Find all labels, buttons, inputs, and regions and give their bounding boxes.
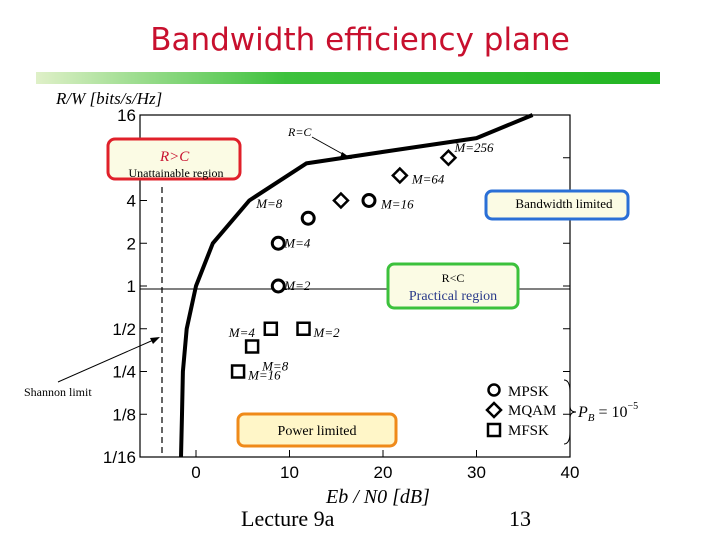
curve-label-arrowhead bbox=[340, 152, 352, 159]
page-number: 13 bbox=[509, 506, 531, 531]
mpsk-point-label: M=4 bbox=[283, 235, 311, 250]
practical-region-box bbox=[386, 262, 520, 310]
practical-title: R<C bbox=[442, 271, 465, 285]
mpsk-marker bbox=[270, 235, 286, 251]
title-rule bbox=[36, 72, 660, 84]
mqam-point-label: M=64 bbox=[411, 171, 445, 186]
practical-text: Practical region bbox=[409, 289, 497, 304]
legend-note: PB = 10−5 bbox=[577, 401, 638, 424]
y-tick-label: 16 bbox=[117, 106, 136, 125]
unattainable-region-box bbox=[106, 137, 242, 181]
shannon-limit-arrowhead bbox=[150, 337, 160, 344]
y-axis-label: R/W [bits/s/Hz] bbox=[55, 89, 162, 108]
mfsk-point-label: M=4 bbox=[228, 325, 256, 340]
y-tick-label: 1 bbox=[127, 277, 136, 296]
y-tick-label: 1/8 bbox=[112, 405, 136, 424]
mpsk-marker bbox=[361, 193, 377, 208]
mfsk-point-label: M=8 bbox=[261, 358, 289, 373]
x-axis-label: Eb / N0 [dB] bbox=[325, 486, 430, 508]
legend-mfsk-marker bbox=[486, 422, 502, 438]
y-tick-label: 1/16 bbox=[103, 448, 136, 467]
y-tick-label: 1/4 bbox=[112, 363, 136, 382]
legend-mpsk-marker bbox=[487, 383, 501, 397]
mpsk-point-label: M=2 bbox=[283, 278, 311, 293]
shannon-limit-label: Shannon limit bbox=[24, 385, 92, 399]
mfsk-marker bbox=[296, 321, 311, 336]
y-tick-label: 1/2 bbox=[112, 320, 136, 339]
mfsk-point-label: M=16 bbox=[247, 368, 281, 383]
power-limited-box bbox=[236, 412, 398, 448]
bandwidth-limited-text: Bandwidth limited bbox=[515, 196, 613, 211]
unattainable-title: R>C bbox=[159, 149, 190, 165]
legend-mqam-marker bbox=[485, 401, 503, 419]
bandwidth-limited-box bbox=[484, 189, 630, 221]
y-tick-label: 4 bbox=[127, 192, 136, 211]
power-limited-text: Power limited bbox=[278, 424, 357, 439]
mpsk-marker bbox=[300, 210, 316, 226]
y-tick-label: 2 bbox=[127, 234, 136, 253]
mfsk-marker bbox=[263, 321, 279, 336]
x-tick-label: 30 bbox=[467, 463, 486, 482]
mpsk-point-label: M=8 bbox=[255, 196, 283, 211]
x-tick-label: 20 bbox=[374, 463, 393, 482]
x-tick-label: 0 bbox=[191, 463, 200, 482]
mfsk-marker bbox=[230, 364, 246, 379]
mqam-marker bbox=[391, 166, 409, 185]
legend-brace bbox=[563, 379, 577, 445]
legend-mfsk-label: MFSK bbox=[508, 423, 549, 439]
legend-mpsk-label: MPSK bbox=[508, 384, 549, 400]
capacity-curve bbox=[179, 113, 534, 458]
unattainable-text: Unattainable region bbox=[129, 166, 224, 180]
footer-lecture: Lecture 9a bbox=[241, 506, 335, 531]
mpsk-point-label: M=16 bbox=[380, 197, 414, 212]
x-tick-label: 40 bbox=[561, 463, 580, 482]
mqam-marker bbox=[439, 148, 458, 167]
mqam-marker bbox=[332, 191, 350, 210]
shannon-limit-arrow bbox=[57, 337, 159, 383]
mqam-point-label: M=256 bbox=[453, 140, 494, 155]
slide-title: Bandwidth efficiency plane bbox=[150, 22, 570, 58]
mpsk-marker bbox=[270, 278, 286, 294]
x-tick-label: 10 bbox=[280, 463, 299, 482]
legend-mqam-label: MQAM bbox=[508, 403, 556, 419]
curve-label: R=C bbox=[287, 125, 312, 139]
mfsk-point-label: M=2 bbox=[313, 325, 341, 340]
mfsk-marker bbox=[244, 339, 260, 354]
